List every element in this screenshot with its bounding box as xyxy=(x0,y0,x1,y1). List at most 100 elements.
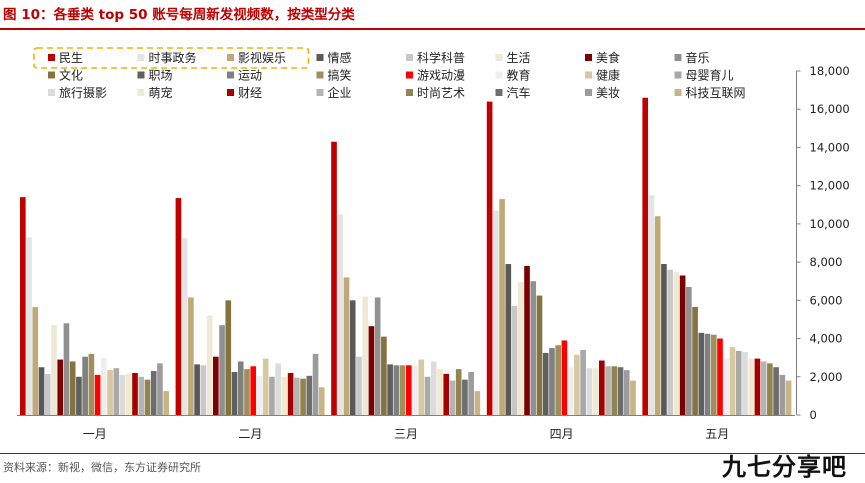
bar xyxy=(536,295,543,415)
bar xyxy=(38,367,45,415)
bar xyxy=(399,365,406,415)
bar xyxy=(132,372,138,415)
legend-label: 母婴育儿 xyxy=(686,68,734,83)
legend-label: 时事政务 xyxy=(149,50,197,65)
bar xyxy=(119,374,126,415)
bar xyxy=(26,237,32,415)
bar xyxy=(181,238,188,415)
x-tick-label: 四月 xyxy=(550,427,574,441)
bar xyxy=(101,357,107,415)
bar xyxy=(462,379,468,415)
legend-label: 时尚艺术 xyxy=(417,86,465,100)
bars-group xyxy=(20,97,792,415)
legend-swatch xyxy=(316,89,324,96)
bar xyxy=(125,373,132,415)
bar xyxy=(561,340,568,415)
bar xyxy=(237,361,244,415)
bar xyxy=(275,363,281,415)
bar xyxy=(88,353,95,415)
bar xyxy=(474,391,481,415)
x-tick-label: 一月 xyxy=(83,427,107,441)
y-tick-label: 16,000 xyxy=(810,102,850,116)
y-tick-label: 14,000 xyxy=(810,140,850,154)
bar xyxy=(767,363,773,415)
bar xyxy=(356,356,362,415)
legend-label: 运动 xyxy=(238,69,262,83)
bar xyxy=(754,358,761,415)
bar xyxy=(318,387,325,415)
legend-swatch xyxy=(316,54,324,61)
bar xyxy=(667,269,673,415)
y-tick-label: 4,000 xyxy=(810,332,843,346)
chart-title: 图 10：各垂类 top 50 账号每周新发视频数，按类型分类 xyxy=(3,7,355,23)
bar xyxy=(661,264,667,415)
legend-swatch xyxy=(674,54,682,61)
legend-label: 生活 xyxy=(507,51,531,65)
bar xyxy=(343,277,350,415)
bar xyxy=(704,333,711,415)
bar xyxy=(306,375,313,415)
bar xyxy=(611,366,618,415)
y-tick-label: 0 xyxy=(810,408,817,422)
bar xyxy=(157,363,163,415)
bar xyxy=(493,210,499,415)
bar xyxy=(505,264,512,415)
bar xyxy=(517,282,524,415)
bar xyxy=(742,351,748,415)
bar xyxy=(51,325,57,415)
bar xyxy=(698,332,705,415)
bar xyxy=(623,370,630,415)
bar xyxy=(69,361,76,415)
legend-label: 搞笑 xyxy=(328,68,352,83)
bar xyxy=(225,300,232,415)
bar xyxy=(393,365,400,415)
legend-label: 财经 xyxy=(238,86,262,100)
axes-group: 一月 二月 三月 四月 五月 0 2,000 4,000 6,000 8,000 10,000 12,… xyxy=(17,64,850,441)
x-tick-label: 三月 xyxy=(394,427,418,441)
bar xyxy=(455,369,462,415)
bar xyxy=(244,369,250,415)
legend-label: 健康 xyxy=(596,68,620,83)
bar xyxy=(219,325,225,415)
footer-divider xyxy=(0,453,865,454)
y-tick-label: 6,000 xyxy=(810,293,843,307)
bar xyxy=(20,197,26,415)
legend-label: 企业 xyxy=(328,85,352,100)
legend-swatch xyxy=(137,89,145,96)
legend-highlight-box xyxy=(33,47,310,69)
legend-label: 萌宠 xyxy=(149,85,173,100)
bar xyxy=(138,376,145,415)
y-tick-label: 18,000 xyxy=(810,64,850,78)
bar xyxy=(418,359,425,415)
legend-swatch xyxy=(137,54,145,61)
legend-swatch xyxy=(674,89,682,96)
bar-chart: 一月 二月 三月 四月 五月 0 2,000 4,000 6,000 8,000 10,000 12,… xyxy=(17,47,850,441)
legend-label: 影视娱乐 xyxy=(238,50,286,65)
legend-label: 文化 xyxy=(59,68,83,83)
watermark-logo: 九七分享吧 xyxy=(722,453,847,481)
legend-swatch xyxy=(406,71,413,79)
bar xyxy=(32,307,39,415)
bar xyxy=(94,374,101,415)
bar xyxy=(269,376,275,415)
bar xyxy=(82,356,88,415)
bar xyxy=(250,366,257,415)
bar xyxy=(599,360,605,415)
legend-swatch xyxy=(137,71,145,79)
bar xyxy=(574,354,580,415)
bar xyxy=(113,368,120,415)
bar xyxy=(175,198,182,415)
bar xyxy=(374,297,381,415)
bar xyxy=(723,358,730,415)
bar xyxy=(692,307,698,415)
bar xyxy=(57,359,64,415)
bar xyxy=(256,375,263,415)
y-tick-label: 10,000 xyxy=(810,217,850,231)
bar xyxy=(287,372,294,415)
bar xyxy=(717,338,723,415)
bar xyxy=(486,101,493,415)
bar xyxy=(262,358,269,415)
legend-swatch xyxy=(48,71,55,79)
bar xyxy=(362,296,368,415)
